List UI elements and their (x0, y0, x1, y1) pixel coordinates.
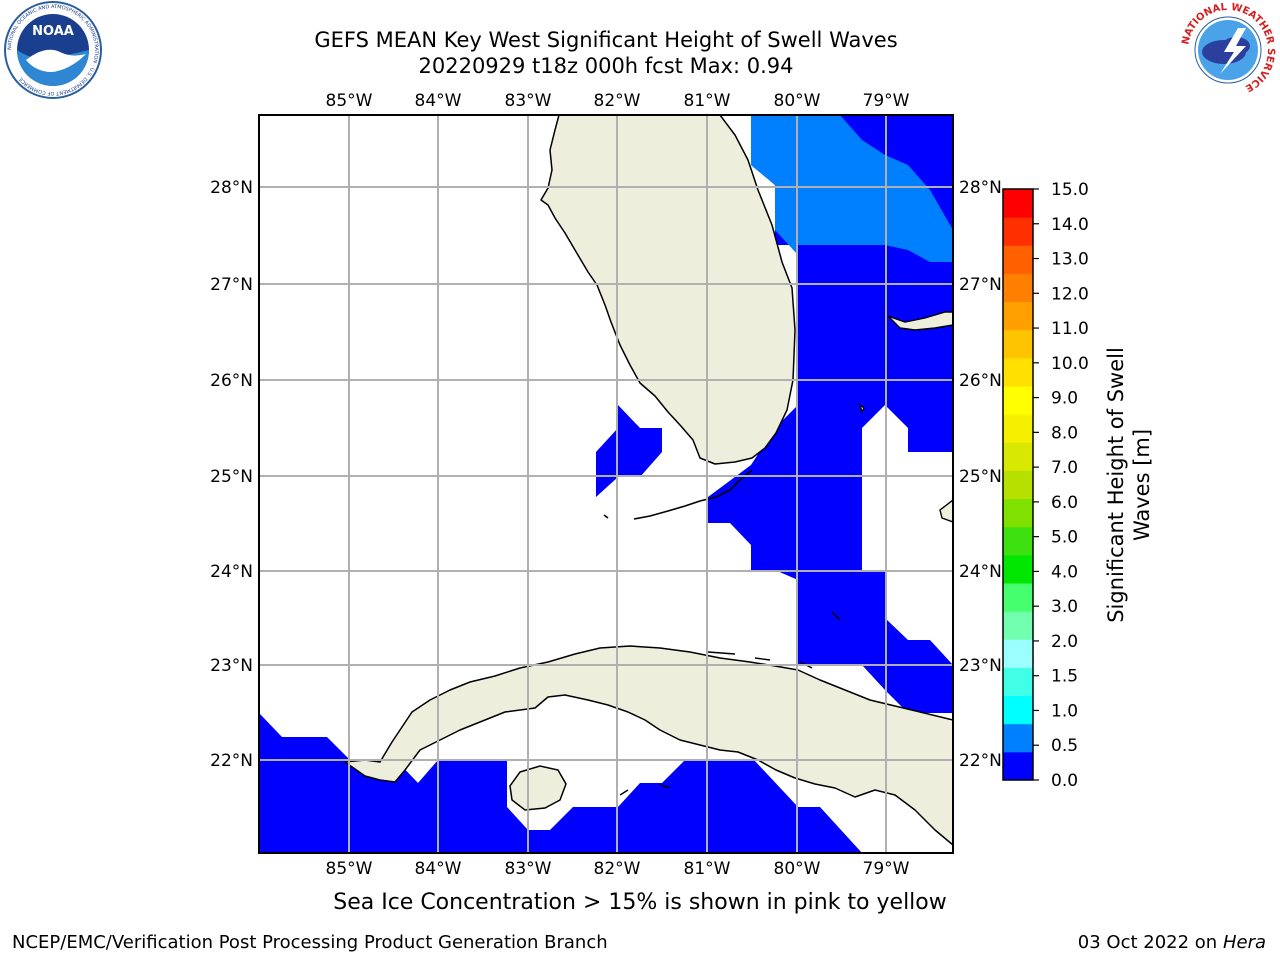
colorbar-band (1003, 667, 1033, 697)
credit-date-text: 03 Oct 2022 on (1077, 932, 1223, 953)
lat-label-right: 27°N (959, 275, 1002, 295)
lon-label-top: 82°W (594, 91, 641, 111)
lat-label-right: 26°N (959, 371, 1002, 391)
colorbar-band (1003, 357, 1033, 387)
lat-label-right: 28°N (959, 178, 1002, 198)
colorbar-band (1003, 611, 1033, 640)
lon-label-bottom: 81°W (684, 859, 731, 879)
noaa-logo: NOAA NATIONAL OCEANIC AND ATMOSPHERIC AD… (4, 1, 102, 99)
colorbar-tick-label: 9.0 (1051, 389, 1078, 409)
sea-ice-footnote: Sea Ice Concentration > 15% is shown in … (333, 890, 947, 915)
colorbar-tick-label: 12.0 (1051, 284, 1089, 304)
colorbar-label: Significant Height of Swell (1104, 347, 1128, 623)
colorbar-tick-label: 15.0 (1051, 180, 1089, 200)
lon-label-top: 81°W (684, 91, 731, 111)
credit-branch: NCEP/EMC/Verification Post Processing Pr… (12, 932, 608, 953)
noaa-logo-text: NOAA (32, 24, 74, 39)
lat-label-left: 24°N (210, 562, 253, 582)
isla-de-la-juventud (509, 765, 567, 811)
graticule (259, 115, 953, 853)
lat-label-right: 24°N (959, 562, 1002, 582)
swell-fill-mid (751, 115, 953, 262)
colorbar-tick-label: 4.0 (1051, 562, 1078, 582)
colorbar-band (1003, 498, 1033, 528)
colorbar-tick-label: 0.0 (1051, 771, 1078, 791)
map-frame (258, 114, 954, 854)
colorbar-band (1003, 751, 1033, 781)
bahamas-land (858, 311, 953, 523)
lon-label-top: 80°W (774, 91, 821, 111)
colorbar-tick-label: 5.0 (1051, 528, 1078, 548)
lon-label-top: 85°W (326, 91, 373, 111)
colorbar-tick-label: 3.0 (1051, 597, 1078, 617)
lon-label-bottom: 79°W (863, 859, 910, 879)
credit-date: 03 Oct 2022 on Hera (1078, 932, 1266, 953)
colorbar-band (1003, 329, 1033, 359)
colorbar-tick-label: 6.0 (1051, 493, 1078, 513)
florida-keys (603, 469, 753, 520)
colorbar-band (1003, 526, 1033, 556)
colorbar-tick-label: 7.0 (1051, 458, 1078, 478)
colorbar-band (1003, 189, 1033, 218)
lon-label-bottom: 85°W (326, 859, 373, 879)
colorbar-tick-label: 8.0 (1051, 423, 1078, 443)
credit-host: Hera (1222, 932, 1266, 953)
lon-label-bottom: 84°W (415, 859, 462, 879)
swell-height-map: 85°W 84°W 83°W 82°W 81°W 80°W 79°W 85°W … (210, 91, 1154, 879)
colorbar-tick-label: 0.5 (1051, 736, 1078, 756)
colorbar-band (1003, 442, 1033, 471)
lon-label-top: 84°W (415, 91, 462, 111)
lat-label-right: 22°N (959, 751, 1002, 771)
colorbar-tick-label: 11.0 (1051, 319, 1089, 339)
colorbar-band (1003, 723, 1033, 753)
map-subtitle: 20220929 t18z 000h fcst Max: 0.94 (418, 54, 794, 78)
lon-label-bottom: 80°W (774, 859, 821, 879)
colorbar-frame (1002, 188, 1034, 781)
colorbar: 0.0 0.5 1.0 1.5 2.0 3.0 4.0 5.0 6.0 7.0 8.0 9.0 10.0… (1002, 180, 1089, 791)
lat-label-right: 25°N (959, 467, 1002, 487)
colorbar-band (1003, 301, 1033, 331)
colorbar-band (1003, 273, 1033, 303)
colorbar-tick-label: 1.5 (1051, 667, 1078, 687)
colorbar-band (1003, 695, 1033, 725)
colorbar-band (1003, 414, 1033, 443)
nws-logo: NATIONAL WEATHER SERVICE (1180, 2, 1276, 97)
lon-label-bottom: 83°W (505, 859, 552, 879)
cuba-land (344, 645, 953, 846)
lat-label-left: 23°N (210, 656, 253, 676)
lat-label-left: 26°N (210, 371, 253, 391)
colorbar-label: Waves [m] (1130, 429, 1154, 541)
colorbar-band (1003, 583, 1033, 612)
colorbar-tick-label: 14.0 (1051, 215, 1089, 235)
colorbar-band (1003, 386, 1033, 415)
lat-label-left: 22°N (210, 751, 253, 771)
lat-label-left: 28°N (210, 178, 253, 198)
colorbar-tick-label: 10.0 (1051, 354, 1089, 374)
colorbar-tick-label: 1.0 (1051, 701, 1078, 721)
lon-label-top: 83°W (505, 91, 552, 111)
lat-label-right: 23°N (959, 656, 1002, 676)
colorbar-band (1003, 470, 1033, 500)
colorbar-tick-label: 2.0 (1051, 632, 1078, 652)
lon-label-bottom: 82°W (594, 859, 641, 879)
lat-label-left: 25°N (210, 467, 253, 487)
lon-label-top: 79°W (863, 91, 910, 111)
colorbar-band (1003, 217, 1033, 246)
colorbar-tick-label: 13.0 (1051, 250, 1089, 270)
map-title: GEFS MEAN Key West Significant Height of… (314, 28, 898, 52)
colorbar-band (1003, 639, 1033, 668)
colorbar-band (1003, 245, 1033, 274)
florida-land (540, 115, 796, 465)
colorbar-band (1003, 554, 1033, 584)
lat-label-left: 27°N (210, 275, 253, 295)
